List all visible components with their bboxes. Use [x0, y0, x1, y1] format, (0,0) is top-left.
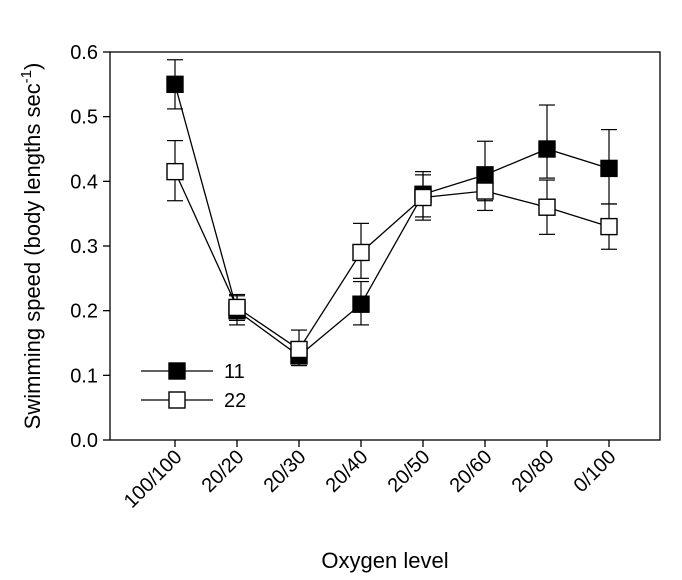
y-tick-label: 0.6: [70, 42, 98, 64]
x-tick-label: 20/50: [384, 446, 435, 497]
marker-11: [538, 140, 556, 158]
legend-marker-11: [168, 362, 186, 380]
series-line-22: [174, 171, 610, 351]
legend-label-11: 11: [224, 361, 245, 383]
y-tick-label: 0.2: [70, 301, 98, 323]
y-tick-label: 0.4: [70, 171, 98, 193]
legend-label-22: 22: [224, 390, 246, 412]
series-22: [166, 139, 618, 367]
marker-22: [414, 188, 432, 207]
y-tick-label: 0.3: [70, 236, 98, 258]
marker-22: [600, 217, 618, 236]
x-axis-title: Oxygen level: [321, 548, 448, 573]
marker-22: [476, 182, 494, 200]
y-axis-title-close: ): [20, 63, 45, 70]
x-tick-label: 20/60: [446, 446, 497, 497]
marker-22: [352, 243, 370, 262]
marker-11: [166, 75, 184, 94]
marker-11: [600, 159, 618, 178]
y-tick-label: 0.0: [70, 430, 98, 452]
marker-11: [352, 295, 370, 313]
marker-22: [166, 162, 184, 181]
series-line-11: [174, 84, 610, 357]
x-tick-label: 20/30: [260, 446, 311, 497]
x-tick-label: 0/100: [570, 446, 621, 497]
legend-marker-22: [168, 391, 186, 409]
y-axis-title-superscript: -1: [18, 70, 35, 83]
y-axis-title-main: Swimming speed (body lengths sec: [20, 83, 45, 429]
x-tick-label: 20/40: [322, 446, 373, 497]
y-tick-label: 0.1: [70, 365, 98, 387]
plot-frame: [109, 51, 661, 441]
marker-22: [228, 298, 246, 317]
y-axis-title: Swimming speed (body lengths sec-1): [18, 63, 45, 430]
x-tick-label: 100/100: [120, 446, 187, 513]
marker-22: [290, 340, 308, 359]
marker-22: [538, 198, 556, 216]
x-tick-label: 20/20: [198, 446, 249, 497]
x-tick-label: 20/80: [508, 446, 559, 497]
y-tick-label: 0.5: [70, 107, 98, 129]
